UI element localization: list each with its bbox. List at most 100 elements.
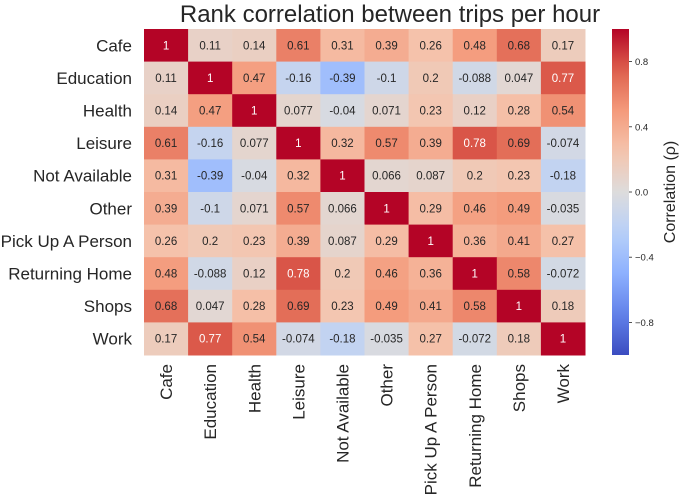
heatmap-cell-pick-up-a-person-shops — [496, 224, 542, 258]
cell-value-label: -0.04 — [329, 106, 356, 118]
cell-value-label: 0.29 — [375, 236, 397, 248]
heatmap-cell-pick-up-a-person-cafe — [144, 224, 189, 258]
cell-value-label: 0.46 — [464, 203, 486, 215]
column-labels: Cafe Education Health Leisure Not Available O… — [157, 364, 573, 495]
heatmap-cell-shops-returning-home — [452, 289, 498, 323]
cell-value-label: 0.32 — [331, 138, 353, 150]
cell-value-label: -0.16 — [285, 73, 311, 85]
colorbar-label: Correlation (ρ) — [662, 141, 679, 243]
heatmap-cell-pick-up-a-person-health — [232, 224, 277, 258]
cell-value-label: 0.2 — [423, 73, 439, 85]
cell-value-label: 0.17 — [552, 40, 574, 52]
cell-value-label: 0.77 — [552, 73, 574, 85]
cell-value-label: 0.11 — [155, 73, 177, 85]
column-label-returning-home: Returning Home — [466, 364, 485, 488]
heatmap-cell-education-shops — [496, 61, 542, 95]
heatmap-cell-pick-up-a-person-pick-up-a-person — [408, 224, 454, 258]
cell-value-label: 1 — [383, 203, 389, 215]
heatmap-cell-pick-up-a-person-returning-home — [452, 224, 498, 258]
heatmap-cell-not-available-leisure — [276, 159, 321, 193]
cell-value-label: 0.077 — [284, 106, 313, 118]
heatmap-cell-work-other — [364, 322, 410, 356]
heatmap-cell-pick-up-a-person-education — [188, 224, 233, 258]
heatmap-cell-education-returning-home — [452, 61, 498, 95]
cell-value-label: 0.14 — [243, 40, 266, 52]
cell-value-label: 0.066 — [372, 171, 401, 183]
heatmap-cell-leisure-education — [188, 126, 233, 160]
heatmap-cell-not-available-returning-home — [452, 159, 498, 193]
heatmap-cell-shops-pick-up-a-person — [408, 289, 454, 323]
heatmap-cell-work-leisure — [276, 322, 321, 356]
cell-value-label: 1 — [207, 73, 213, 85]
column-label-health: Health — [245, 364, 264, 413]
heatmap-cell-not-available-not-available — [320, 159, 365, 193]
heatmap-cell-other-education — [188, 192, 233, 226]
cell-value-label: 1 — [251, 106, 257, 118]
cell-value-label: 0.36 — [419, 269, 441, 281]
cell-value-label: 0.39 — [419, 138, 441, 150]
cell-value-label: 0.39 — [375, 40, 397, 52]
heatmap-cell-other-shops — [496, 192, 542, 226]
cell-value-label: 0.066 — [328, 203, 357, 215]
cell-value-label: -0.035 — [547, 203, 580, 215]
cell-value-label: 0.58 — [508, 269, 530, 281]
heatmap-cell-leisure-not-available — [320, 126, 365, 160]
cell-value-label: 0.071 — [240, 203, 269, 215]
heatmap-cell-work-shops — [496, 322, 542, 356]
cell-value-label: -0.1 — [377, 73, 397, 85]
heatmap-cell-health-leisure — [276, 94, 321, 128]
cell-value-label: 0.071 — [372, 106, 401, 118]
heatmap-cell-not-available-pick-up-a-person — [408, 159, 454, 193]
heatmap-cell-education-education — [188, 61, 233, 95]
cell-value-label: 0.48 — [464, 40, 486, 52]
cell-value-label: 0.2 — [467, 171, 483, 183]
cell-value-label: 0.077 — [240, 138, 269, 150]
heatmap-cell-cafe-work — [540, 29, 586, 63]
cell-value-label: 0.47 — [199, 106, 221, 118]
cell-value-label: 0.087 — [328, 236, 357, 248]
heatmap-cell-shops-cafe — [144, 289, 189, 323]
heatmap-cell-leisure-health — [232, 126, 277, 160]
cell-value-label: 0.58 — [464, 301, 486, 313]
heatmap-cell-returning-home-health — [232, 257, 277, 291]
heatmap-cell-health-returning-home — [452, 94, 498, 128]
cell-value-label: 0.087 — [416, 171, 445, 183]
heatmap-cell-leisure-shops — [496, 126, 542, 160]
heatmap-cell-cafe-other — [364, 29, 410, 63]
cell-value-label: 0.26 — [155, 236, 177, 248]
cell-value-label: 0.78 — [464, 138, 486, 150]
colorbar-tick-label: 0.4 — [635, 122, 648, 133]
heatmap-cell-returning-home-work — [540, 257, 586, 291]
heatmap-cell-health-health — [232, 94, 277, 128]
cell-value-label: 0.14 — [155, 106, 178, 118]
heatmap-cell-returning-home-cafe — [144, 257, 189, 291]
cell-value-label: 0.39 — [287, 236, 309, 248]
cell-value-label: 0.57 — [287, 203, 309, 215]
cell-value-label: 0.47 — [243, 73, 265, 85]
column-label-education: Education — [201, 364, 220, 440]
heatmap-cell-pick-up-a-person-not-available — [320, 224, 365, 258]
cell-value-label: 1 — [516, 301, 522, 313]
column-label-pick-up-a-person: Pick Up A Person — [422, 364, 441, 495]
column-label-other: Other — [378, 364, 397, 407]
heatmap-cell-education-work — [540, 61, 586, 95]
heatmap-cell-cafe-education — [188, 29, 233, 63]
heatmap-cell-health-shops — [496, 94, 542, 128]
colorbar — [612, 29, 629, 355]
heatmap-cell-shops-education — [188, 289, 233, 323]
row-label-pick-up-a-person: Pick Up A Person — [1, 232, 132, 251]
heatmap-cell-shops-leisure — [276, 289, 321, 323]
heatmap-cell-leisure-leisure — [276, 126, 321, 160]
cell-value-label: 0.18 — [552, 301, 574, 313]
cell-value-label: 0.46 — [375, 269, 397, 281]
heatmap-cell-health-education — [188, 94, 233, 128]
cell-value-label: 1 — [472, 269, 478, 281]
heatmap-cell-health-other — [364, 94, 410, 128]
row-label-health: Health — [83, 102, 132, 121]
heatmap-cell-work-work — [540, 322, 586, 356]
heatmap-cell-not-available-shops — [496, 159, 542, 193]
heatmap-cell-health-pick-up-a-person — [408, 94, 454, 128]
cell-value-label: -0.088 — [194, 269, 227, 281]
cell-value-label: 0.49 — [375, 301, 397, 313]
